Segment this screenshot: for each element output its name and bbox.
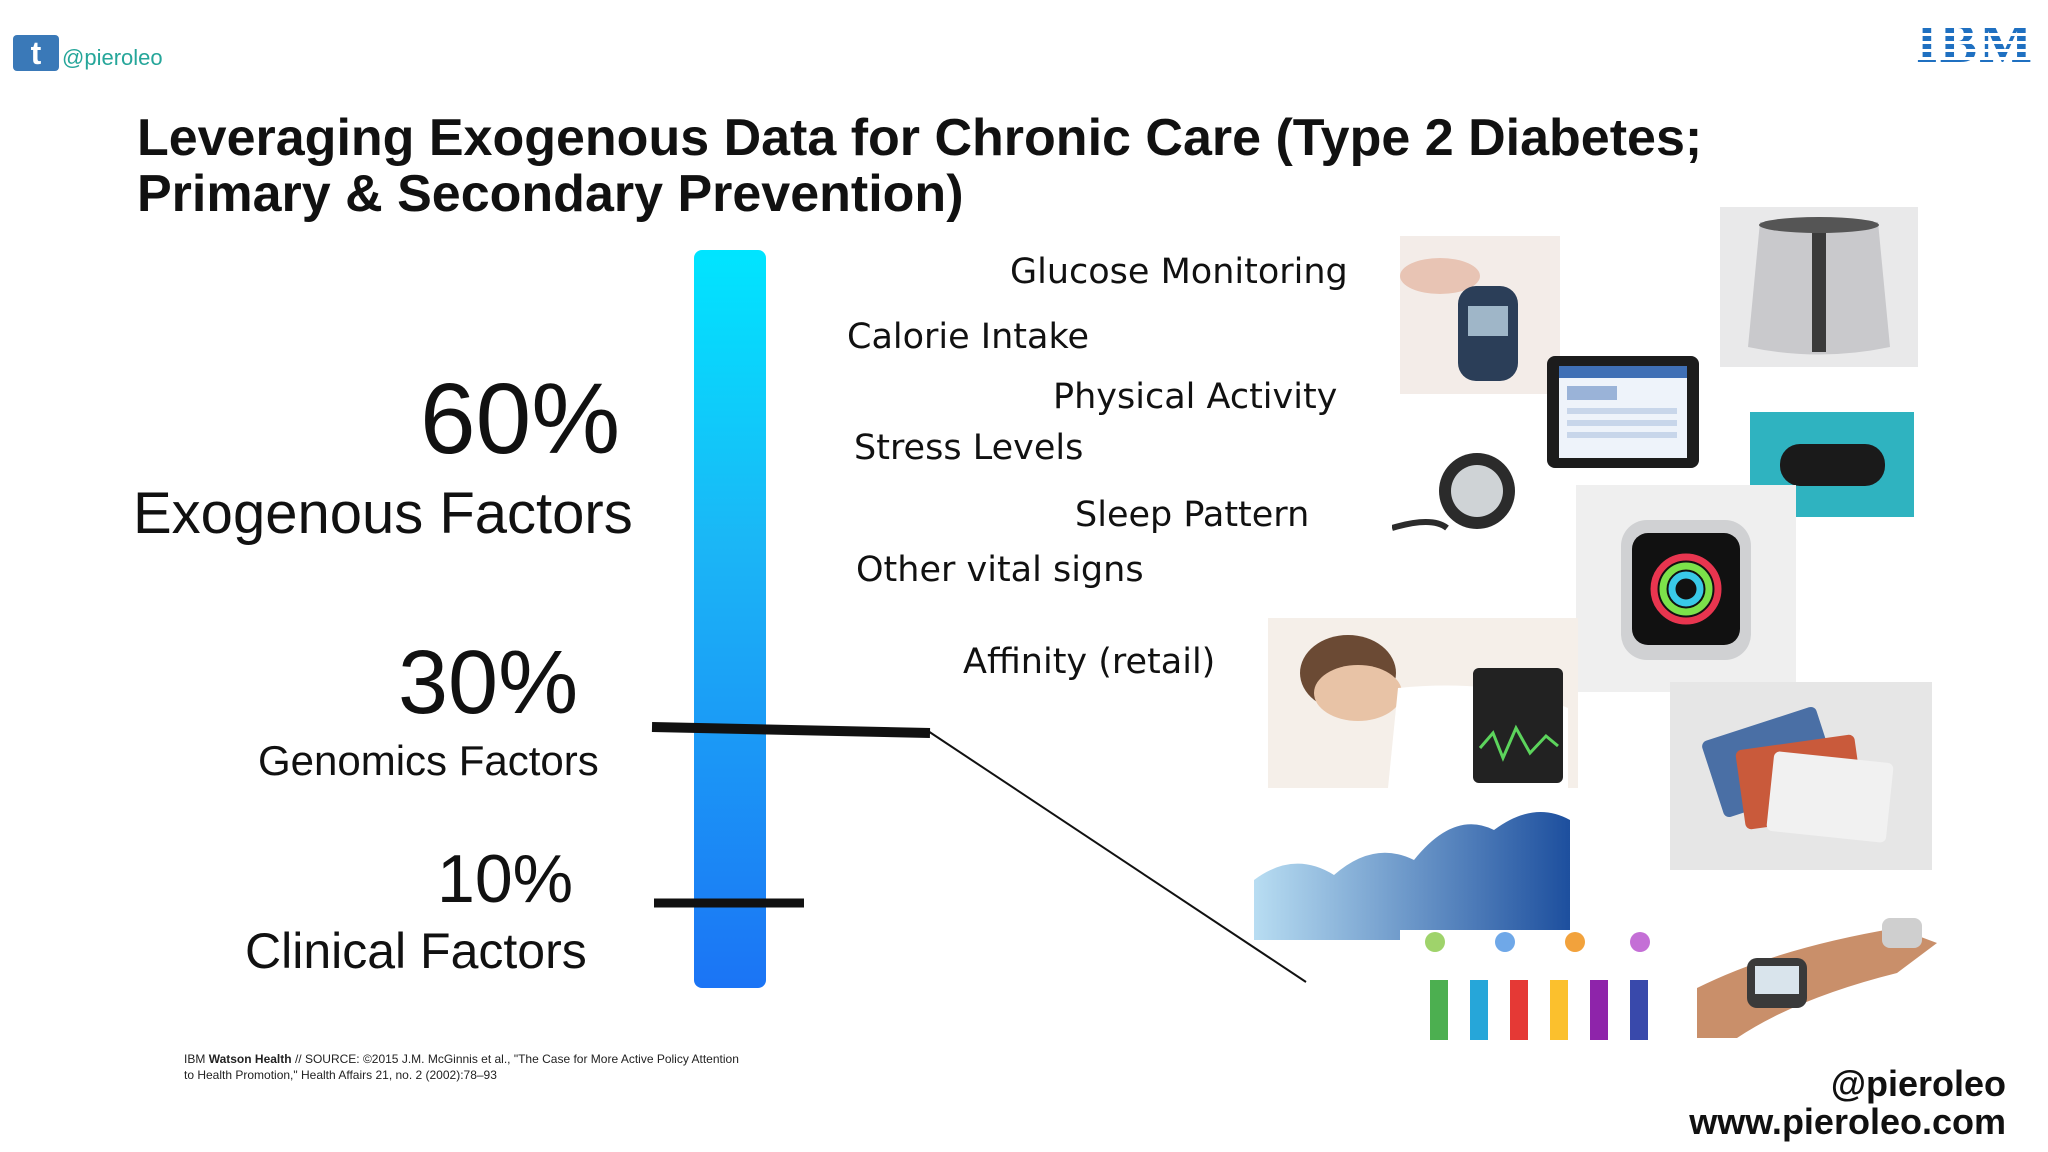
stream-calorie-intake: Calorie Intake	[847, 317, 1090, 357]
crowd-image	[1254, 790, 1570, 940]
exogenous-label: Exogenous Factors	[133, 481, 633, 546]
stream-glucose-monitoring: Glucose Monitoring	[1010, 252, 1348, 292]
footer-handle[interactable]: @pieroleo	[1830, 1063, 2006, 1104]
footer-website[interactable]: www.pieroleo.com	[1689, 1101, 2006, 1142]
connector-line	[927, 730, 1307, 983]
glucose-meter-image	[1400, 236, 1560, 394]
source-text: // SOURCE: ©2015 J.M. McGinnis et al., "…	[184, 1052, 739, 1082]
stream-sleep-pattern: Sleep Pattern	[1075, 495, 1310, 535]
clinical-percent: 10%	[437, 841, 574, 917]
smartwatch-image	[1576, 485, 1796, 692]
twitter-handle[interactable]: @pieroleo	[62, 45, 163, 70]
stream-physical-activity: Physical Activity	[1053, 377, 1338, 417]
source-brand: Watson Health	[208, 1052, 292, 1066]
twitter-icon[interactable]: t	[13, 35, 59, 71]
slide-title: Leveraging Exogenous Data for Chronic Ca…	[137, 109, 1703, 223]
smart-scale-image	[1720, 207, 1918, 367]
source-brand-prefix: IBM	[184, 1052, 206, 1066]
genomics-label: Genomics Factors	[258, 737, 599, 784]
genomics-divider	[651, 722, 931, 738]
social-figures-image	[1400, 930, 1670, 1050]
genomics-percent: 30%	[398, 633, 579, 733]
factor-gradient-bar	[694, 250, 766, 988]
ibm-logo: IBM	[1916, 13, 2034, 75]
exogenous-percent: 60%	[420, 363, 621, 475]
source-citation: IBM Watson Health // SOURCE: ©2015 J.M. …	[184, 1051, 744, 1083]
footer: @pieroleo www.pieroleo.com	[1689, 1065, 2006, 1141]
loyalty-cards-image	[1670, 682, 1932, 870]
stream-other-vital-signs: Other vital signs	[856, 550, 1144, 590]
heart-rate-watch-image	[1392, 446, 1522, 546]
wrist-oximeter-image	[1697, 898, 1937, 1038]
clinical-label: Clinical Factors	[245, 923, 587, 979]
stream-stress-levels: Stress Levels	[854, 428, 1084, 468]
sleep-tracking-image	[1268, 618, 1578, 788]
stream-affinity-retail: Affinity (retail)	[963, 642, 1216, 682]
tablet-app-image	[1547, 356, 1699, 468]
